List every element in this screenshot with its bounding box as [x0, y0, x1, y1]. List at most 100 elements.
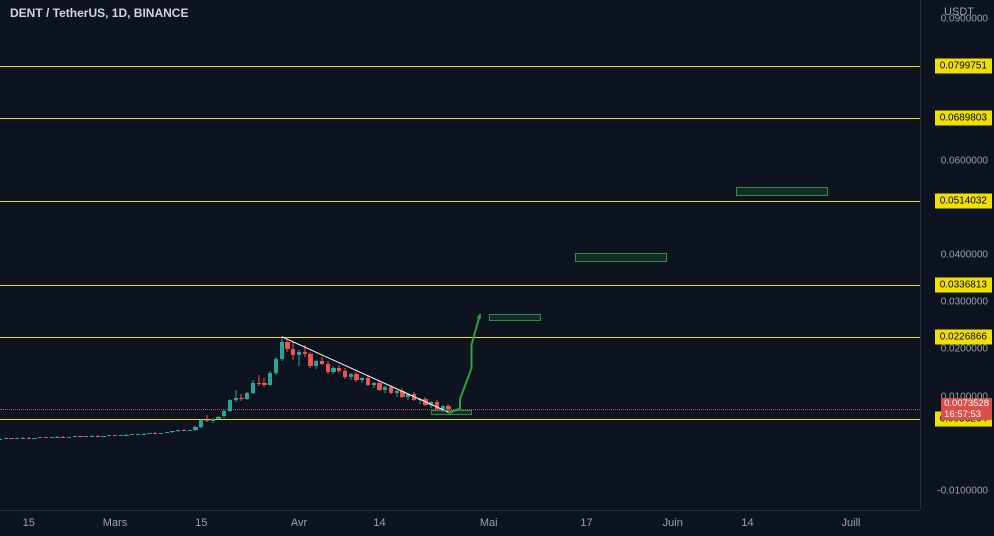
- candle[interactable]: [216, 0, 220, 510]
- candle[interactable]: [32, 0, 36, 510]
- candle[interactable]: [285, 0, 289, 510]
- candle[interactable]: [211, 0, 215, 510]
- candle[interactable]: [176, 0, 180, 510]
- candle[interactable]: [446, 0, 450, 510]
- candle[interactable]: [21, 0, 25, 510]
- candle[interactable]: [142, 0, 146, 510]
- target-zone[interactable]: [489, 314, 541, 321]
- candle[interactable]: [205, 0, 209, 510]
- candle[interactable]: [113, 0, 117, 510]
- candle[interactable]: [395, 0, 399, 510]
- candle[interactable]: [314, 0, 318, 510]
- candle[interactable]: [366, 0, 370, 510]
- hline-price-label: 0.0336813: [935, 277, 992, 292]
- candle[interactable]: [61, 0, 65, 510]
- candle[interactable]: [130, 0, 134, 510]
- candle[interactable]: [291, 0, 295, 510]
- candle[interactable]: [222, 0, 226, 510]
- candle[interactable]: [44, 0, 48, 510]
- candle[interactable]: [262, 0, 266, 510]
- candle[interactable]: [96, 0, 100, 510]
- plot-area[interactable]: [0, 0, 920, 510]
- candle[interactable]: [38, 0, 42, 510]
- x-tick-label: 17: [580, 517, 592, 529]
- candle[interactable]: [389, 0, 393, 510]
- candle[interactable]: [67, 0, 71, 510]
- candle[interactable]: [84, 0, 88, 510]
- x-tick-label: Juill: [842, 517, 861, 529]
- candle[interactable]: [73, 0, 77, 510]
- candle[interactable]: [159, 0, 163, 510]
- candle[interactable]: [15, 0, 19, 510]
- candle[interactable]: [245, 0, 249, 510]
- candle[interactable]: [182, 0, 186, 510]
- candle[interactable]: [303, 0, 307, 510]
- candle[interactable]: [9, 0, 13, 510]
- candle[interactable]: [343, 0, 347, 510]
- candle[interactable]: [90, 0, 94, 510]
- candle[interactable]: [0, 0, 2, 510]
- candle[interactable]: [423, 0, 427, 510]
- candle[interactable]: [280, 0, 284, 510]
- candle[interactable]: [78, 0, 82, 510]
- candle[interactable]: [349, 0, 353, 510]
- candle[interactable]: [55, 0, 59, 510]
- projection-arrow[interactable]: [449, 314, 481, 413]
- candle[interactable]: [441, 0, 445, 510]
- candle[interactable]: [101, 0, 105, 510]
- candle[interactable]: [4, 0, 8, 510]
- candle[interactable]: [377, 0, 381, 510]
- candle[interactable]: [234, 0, 238, 510]
- candle[interactable]: [239, 0, 243, 510]
- candle[interactable]: [406, 0, 410, 510]
- chart-container: DENT / TetherUS, 1D, BINANCE USDT 0.0900…: [0, 0, 994, 536]
- candle[interactable]: [372, 0, 376, 510]
- candle[interactable]: [136, 0, 140, 510]
- candle[interactable]: [320, 0, 324, 510]
- candle[interactable]: [274, 0, 278, 510]
- candle[interactable]: [27, 0, 31, 510]
- candle[interactable]: [153, 0, 157, 510]
- candle[interactable]: [308, 0, 312, 510]
- target-zone[interactable]: [575, 253, 667, 262]
- candle[interactable]: [412, 0, 416, 510]
- arrowhead-icon: [477, 314, 482, 319]
- candle[interactable]: [147, 0, 151, 510]
- candle[interactable]: [124, 0, 128, 510]
- candle[interactable]: [354, 0, 358, 510]
- candle[interactable]: [199, 0, 203, 510]
- candle[interactable]: [257, 0, 261, 510]
- x-tick-label: Juin: [663, 517, 683, 529]
- candle[interactable]: [50, 0, 54, 510]
- x-tick-label: Mars: [103, 517, 127, 529]
- hline-price-label: 0.0226866: [935, 329, 992, 344]
- y-axis[interactable]: USDT 0.09000000.06000000.04000000.030000…: [920, 0, 994, 510]
- candle[interactable]: [188, 0, 192, 510]
- x-axis[interactable]: 15Mars15Avr14Mai17Juin14Juill: [0, 510, 920, 536]
- target-zone[interactable]: [736, 187, 828, 196]
- y-tick-label: -0.0100000: [937, 486, 988, 497]
- candle[interactable]: [165, 0, 169, 510]
- price-tag: 0.007352816:57:53: [941, 398, 992, 420]
- candle[interactable]: [107, 0, 111, 510]
- candle[interactable]: [119, 0, 123, 510]
- candle[interactable]: [360, 0, 364, 510]
- candle[interactable]: [251, 0, 255, 510]
- candle[interactable]: [228, 0, 232, 510]
- candle[interactable]: [170, 0, 174, 510]
- candle[interactable]: [418, 0, 422, 510]
- candle[interactable]: [297, 0, 301, 510]
- candle[interactable]: [326, 0, 330, 510]
- target-zone[interactable]: [431, 410, 471, 415]
- x-tick-label: 14: [741, 517, 753, 529]
- candle[interactable]: [435, 0, 439, 510]
- candle[interactable]: [268, 0, 272, 510]
- candle[interactable]: [331, 0, 335, 510]
- candle[interactable]: [429, 0, 433, 510]
- last-price: 0.0073528: [944, 398, 989, 409]
- y-tick-label: 0.0900000: [941, 13, 988, 24]
- candle[interactable]: [383, 0, 387, 510]
- candle[interactable]: [337, 0, 341, 510]
- candle[interactable]: [400, 0, 404, 510]
- candle[interactable]: [193, 0, 197, 510]
